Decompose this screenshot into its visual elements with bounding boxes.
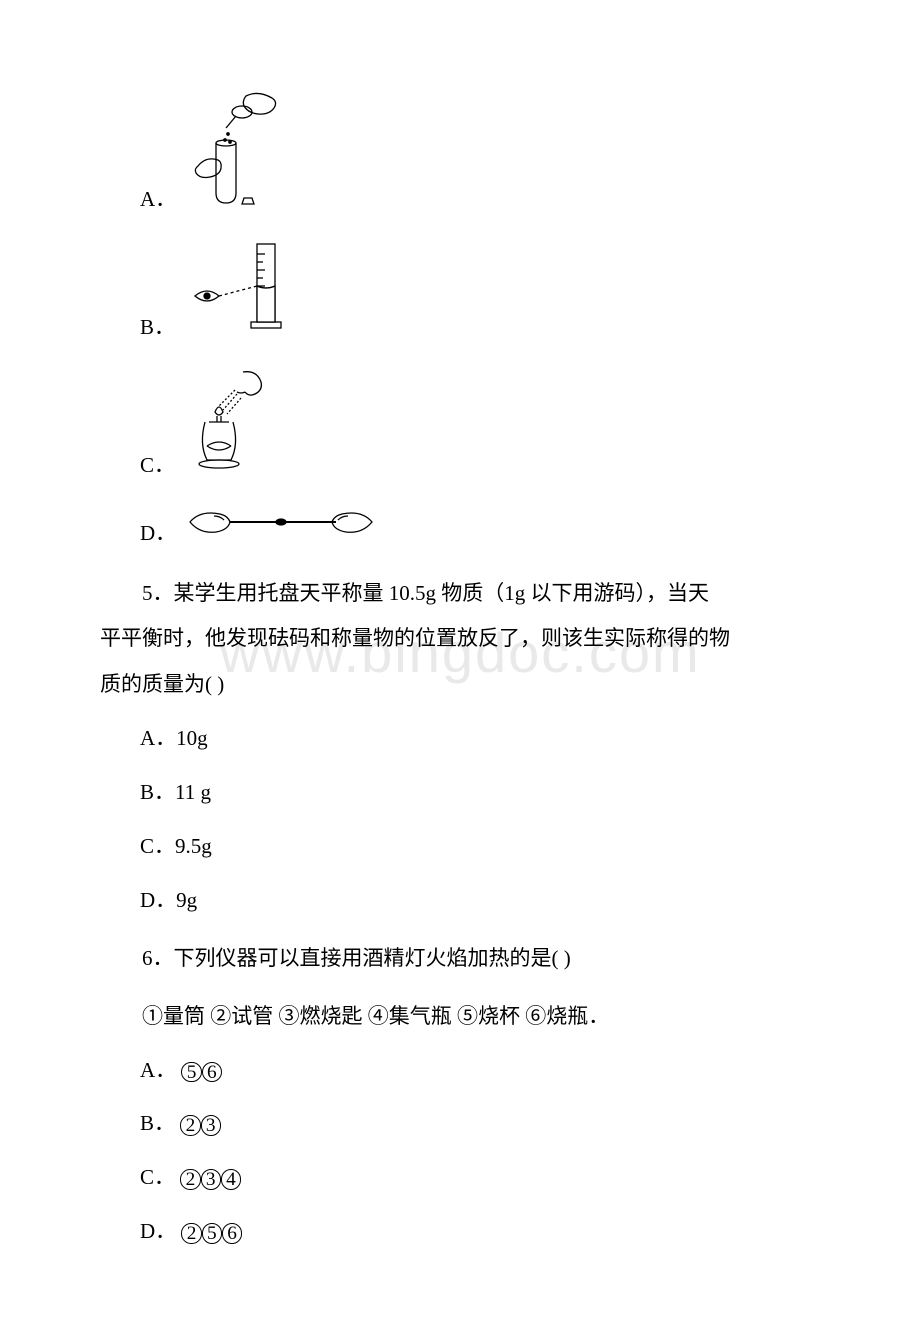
q5-line1: 5．某学生用托盘天平称量 10.5g 物质（1g 以下用游码），当天 bbox=[100, 574, 820, 614]
circled-number: 3 bbox=[201, 1115, 221, 1135]
q4-option-c-label: C． bbox=[140, 446, 175, 488]
circled-number: 6 bbox=[202, 1062, 222, 1082]
q4-option-d-row: D． bbox=[100, 502, 820, 556]
q6-text: 6．下列仪器可以直接用酒精灯火焰加热的是( ) bbox=[100, 939, 820, 979]
q6-choice-d: D． 256 bbox=[100, 1212, 820, 1252]
q4-option-b-label: B． bbox=[140, 308, 175, 350]
q5-choice-b: B．11 g bbox=[100, 773, 820, 813]
q5-choice-d: D．9g bbox=[100, 881, 820, 921]
q6-d-prefix: D． bbox=[140, 1219, 176, 1243]
pour-solid-icon bbox=[186, 88, 296, 208]
blow-lamp-icon bbox=[185, 364, 275, 474]
page-content: A． bbox=[0, 0, 920, 1326]
q4-diagram-a bbox=[186, 88, 296, 222]
q5-line2: 平平衡时，他发现砝码和称量物的位置放反了，则该生实际称得的物 bbox=[100, 619, 820, 659]
circled-number: 2 bbox=[181, 1223, 201, 1243]
q4-option-a-label: A． bbox=[140, 180, 176, 222]
q6-b-prefix: B． bbox=[140, 1111, 175, 1135]
q4-option-b-row: B． bbox=[100, 236, 820, 350]
circled-number: 2 bbox=[180, 1115, 200, 1135]
q4-option-d-label: D． bbox=[140, 514, 176, 556]
q4-diagram-b bbox=[185, 236, 295, 350]
circled-number: 4 bbox=[221, 1169, 241, 1189]
q4-diagram-d bbox=[186, 502, 376, 556]
q6-choice-c: C． 234 bbox=[100, 1158, 820, 1198]
q6-choice-a: A． 56 bbox=[100, 1051, 820, 1091]
q4-option-a-row: A． bbox=[100, 88, 820, 222]
q5-choice-c: C．9.5g bbox=[100, 827, 820, 867]
read-cylinder-icon bbox=[185, 236, 295, 336]
q5-line3: 质的质量为( ) bbox=[100, 665, 820, 705]
circled-number: 6 bbox=[222, 1223, 242, 1243]
q4-diagram-c bbox=[185, 364, 275, 488]
q6-choice-b: B． 23 bbox=[100, 1104, 820, 1144]
hold-instrument-icon bbox=[186, 502, 376, 542]
q6-c-prefix: C． bbox=[140, 1165, 175, 1189]
q6-list: ①量筒 ②试管 ③燃烧匙 ④集气瓶 ⑤烧杯 ⑥烧瓶． bbox=[100, 997, 820, 1037]
circled-number: 5 bbox=[202, 1223, 222, 1243]
q4-option-c-row: C． bbox=[100, 364, 820, 488]
circled-number: 3 bbox=[201, 1169, 221, 1189]
circled-number: 5 bbox=[181, 1062, 201, 1082]
q5-choice-a: A．10g bbox=[100, 719, 820, 759]
q6-a-prefix: A． bbox=[140, 1058, 176, 1082]
circled-number: 2 bbox=[180, 1169, 200, 1189]
